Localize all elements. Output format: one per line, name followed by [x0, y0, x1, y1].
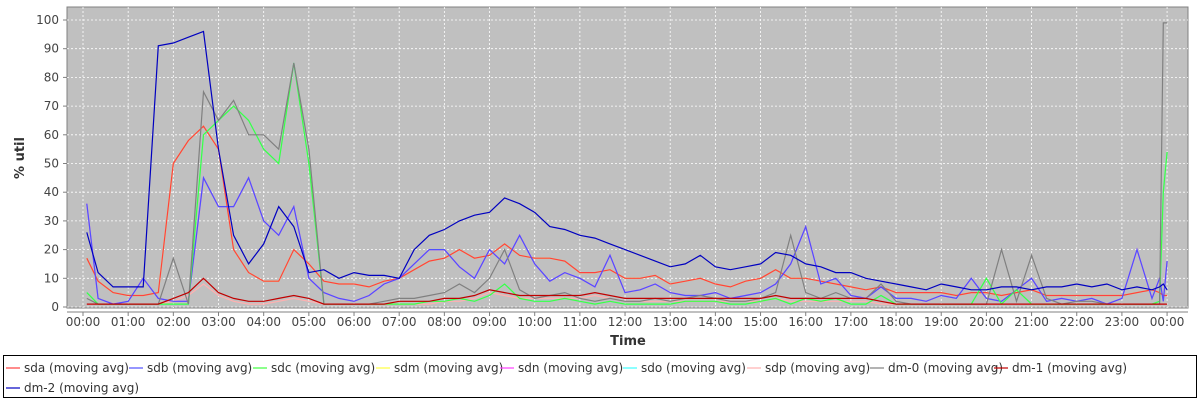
x-tick-label: 08:00: [427, 315, 462, 329]
legend-item-sdc: sdc (moving avg): [253, 361, 375, 375]
legend-item-dm-1: dm-1 (moving avg): [994, 361, 1127, 375]
series-lines: [86, 22, 1168, 306]
x-tick-label: 15:00: [743, 315, 778, 329]
legend-label: sdp (moving avg): [765, 361, 870, 375]
x-tick-label: 14:00: [698, 315, 733, 329]
y-axis: 0 10 20 30 40 50 60 70 80 90 100: [36, 13, 67, 314]
y-tick-label: 30: [44, 214, 59, 228]
x-tick-label: 09:00: [472, 315, 507, 329]
y-tick-label: 100: [36, 13, 59, 27]
y-tick-label: 50: [44, 157, 59, 171]
legend-box: [3, 355, 1197, 398]
x-tick-label: 16:00: [788, 315, 823, 329]
x-tick-label: 01:00: [111, 315, 146, 329]
y-tick-label: 0: [51, 300, 59, 314]
x-tick-label: 00:00: [66, 315, 101, 329]
legend-label: dm-2 (moving avg): [24, 381, 139, 395]
x-tick-label: 07:00: [382, 315, 417, 329]
series-line-dm-2: [86, 30, 1168, 291]
legend-item-dm-0: dm-0 (moving avg): [870, 361, 1003, 375]
series-line-sdb: [86, 175, 1168, 305]
x-tick-label: 13:00: [653, 315, 688, 329]
x-tick-label: 17:00: [834, 315, 869, 329]
legend-item-sdm: sdm (moving avg): [376, 361, 503, 375]
x-tick-label: 18:00: [879, 315, 914, 329]
x-tick-label: 12:00: [608, 315, 643, 329]
legend-label: sdm (moving avg): [394, 361, 503, 375]
series-line-dm-0: [86, 22, 1168, 305]
x-tick-label: 10:00: [517, 315, 552, 329]
legend-label: sdb (moving avg): [147, 361, 252, 375]
legend-item-dm-2: dm-2 (moving avg): [6, 381, 139, 395]
y-tick-label: 70: [44, 99, 59, 113]
x-tick-label: 04:00: [246, 315, 281, 329]
x-tick-label: 23:00: [1105, 315, 1140, 329]
y-tick-label: 80: [44, 70, 59, 84]
y-tick-label: 40: [44, 185, 59, 199]
legend-label: sdn (moving avg): [518, 361, 623, 375]
x-tick-label: 02:00: [156, 315, 191, 329]
legend-item-sdo: sdo (moving avg): [623, 361, 746, 375]
x-tick-label: 00:00: [1150, 315, 1185, 329]
series-line-sdc: [86, 62, 1168, 306]
x-tick-label: 19:00: [924, 315, 959, 329]
series-line-dm-1: [86, 277, 1168, 305]
x-tick-label: 22:00: [1059, 315, 1094, 329]
plot-area: [66, 6, 1189, 309]
x-tick-label: 11:00: [563, 315, 598, 329]
legend-item-sda: sda (moving avg): [6, 361, 129, 375]
y-tick-label: 20: [44, 243, 59, 257]
y-tick-label: 90: [44, 42, 59, 56]
x-tick-label: 20:00: [969, 315, 1004, 329]
legend-item-sdb: sdb (moving avg): [129, 361, 252, 375]
legend-label: dm-0 (moving avg): [888, 361, 1003, 375]
legend: sda (moving avg) sdb (moving avg) sdc (mov…: [6, 361, 1127, 395]
x-tick-label: 21:00: [1014, 315, 1049, 329]
legend-label: sdo (moving avg): [641, 361, 746, 375]
legend-item-sdp: sdp (moving avg): [747, 361, 870, 375]
x-tick-label: 03:00: [201, 315, 236, 329]
legend-label: dm-1 (moving avg): [1012, 361, 1127, 375]
x-axis-label: Time: [610, 334, 646, 349]
legend-item-sdn: sdn (moving avg): [500, 361, 623, 375]
y-tick-label: 10: [44, 271, 59, 285]
y-axis-label: % util: [13, 137, 28, 179]
x-tick-label: 06:00: [337, 315, 372, 329]
y-tick-label: 60: [44, 128, 59, 142]
x-axis: 00:00 01:00 02:00 03:00 04:00 05:00 06:00 07:00…: [66, 311, 1188, 329]
legend-label: sda (moving avg): [24, 361, 129, 375]
x-tick-label: 05:00: [292, 315, 327, 329]
legend-label: sdc (moving avg): [271, 361, 375, 375]
